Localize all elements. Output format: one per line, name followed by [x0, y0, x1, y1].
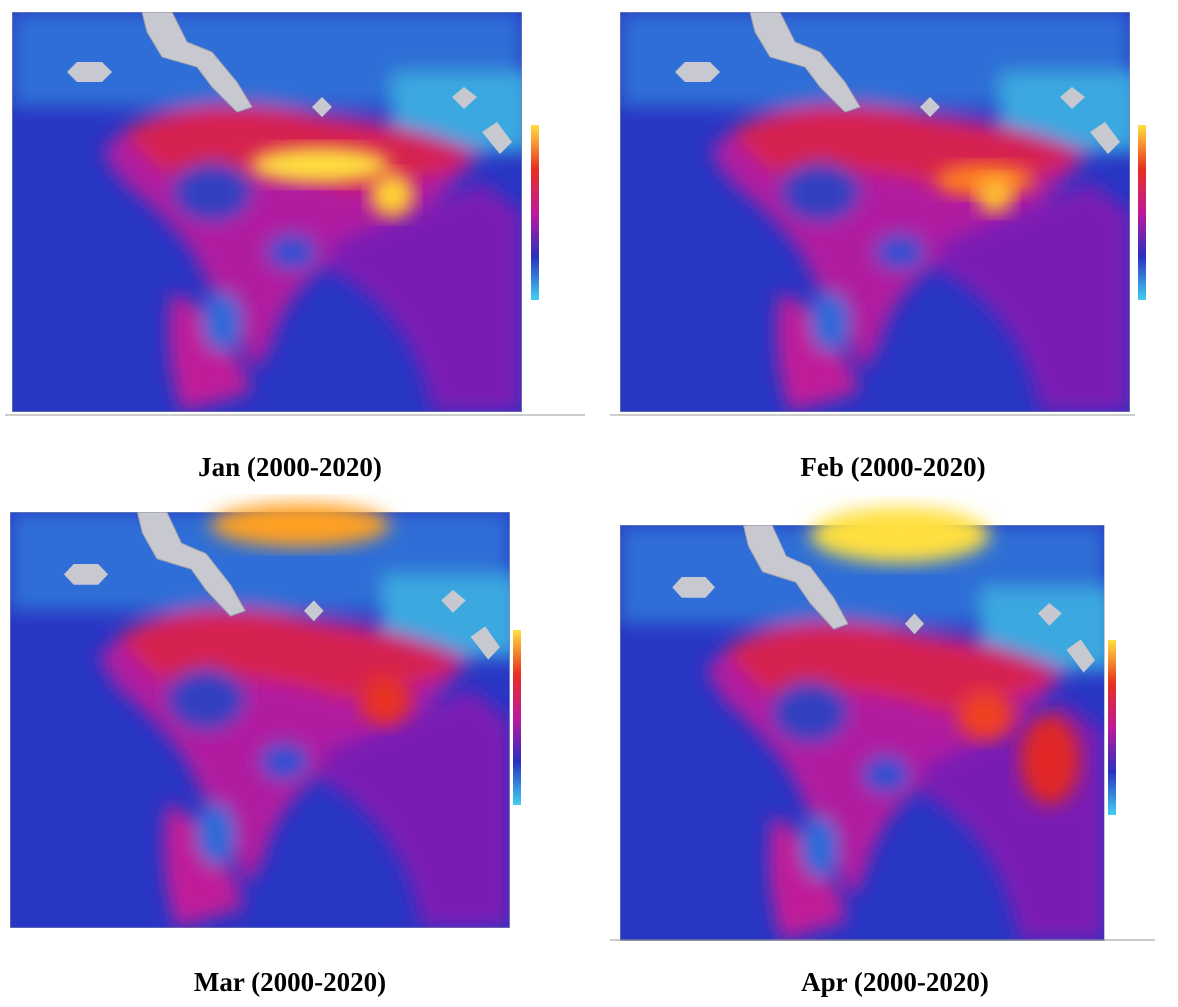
- caption: Apr (2000-2020): [801, 967, 989, 997]
- caption: Jan (2000-2020): [198, 452, 382, 482]
- map: [10, 512, 520, 928]
- colorbar: [513, 630, 521, 805]
- caption: Mar (2000-2020): [194, 967, 386, 997]
- map-panel: Apr (2000-2020): [610, 507, 1155, 997]
- hotspot: [977, 177, 1013, 213]
- hotspot: [1020, 715, 1080, 805]
- colorbar: [1108, 640, 1116, 815]
- colorbar: [531, 125, 539, 300]
- map-panel: Feb (2000-2020): [610, 12, 1146, 482]
- hotspot: [360, 675, 410, 725]
- hotspot: [250, 147, 390, 183]
- hotspot: [370, 173, 414, 217]
- map-panel: Jan (2000-2020): [5, 12, 585, 482]
- colorbar: [1138, 125, 1146, 300]
- hotspot: [810, 507, 990, 563]
- hotspot: [957, 690, 1013, 740]
- map-panel: Mar (2000-2020): [10, 503, 521, 997]
- hotspot: [210, 503, 390, 547]
- map: [620, 12, 1140, 412]
- map: [12, 12, 532, 412]
- caption: Feb (2000-2020): [800, 452, 985, 482]
